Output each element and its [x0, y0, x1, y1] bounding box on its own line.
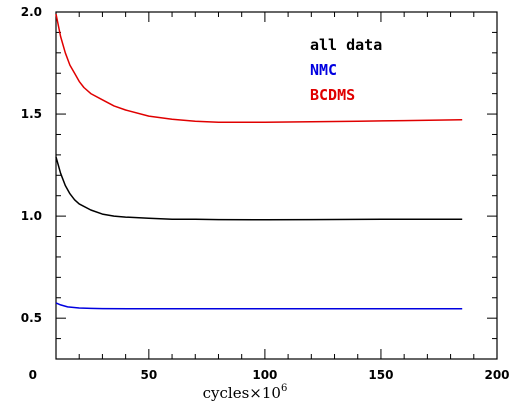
- series-line-nmc: [55, 302, 463, 310]
- x-axis-title-exponent: 6: [281, 383, 287, 394]
- legend-entry-all-data: all data: [310, 36, 382, 54]
- series-line-bcdms: [55, 13, 463, 123]
- x-tick-label: 200: [484, 368, 509, 382]
- plot-frame: [55, 11, 498, 360]
- x-tick-label: 50: [140, 368, 157, 382]
- x-tick-label: 100: [252, 368, 277, 382]
- y-tick-label: 2.0: [21, 5, 42, 19]
- series-group: [55, 13, 463, 310]
- y-tick-label: 1.0: [21, 209, 42, 223]
- legend: all data NMC BCDMS: [310, 36, 382, 104]
- series-line-all-data: [55, 156, 463, 221]
- legend-entry-nmc: NMC: [310, 61, 337, 79]
- y-tick-label: 1.5: [21, 107, 42, 121]
- x-tick-label: 150: [368, 368, 393, 382]
- x-axis-title-text: cycles×10: [203, 384, 281, 402]
- tick-labels: 0 50 100 150 200 0.5 1.0 1.5 2.0: [21, 5, 510, 382]
- y-tick-label: 0.5: [21, 311, 42, 325]
- x-axis-title: cycles×106: [203, 383, 288, 402]
- axes: [55, 11, 498, 360]
- legend-entry-bcdms: BCDMS: [310, 86, 355, 104]
- x-tick-label: 0: [29, 368, 37, 382]
